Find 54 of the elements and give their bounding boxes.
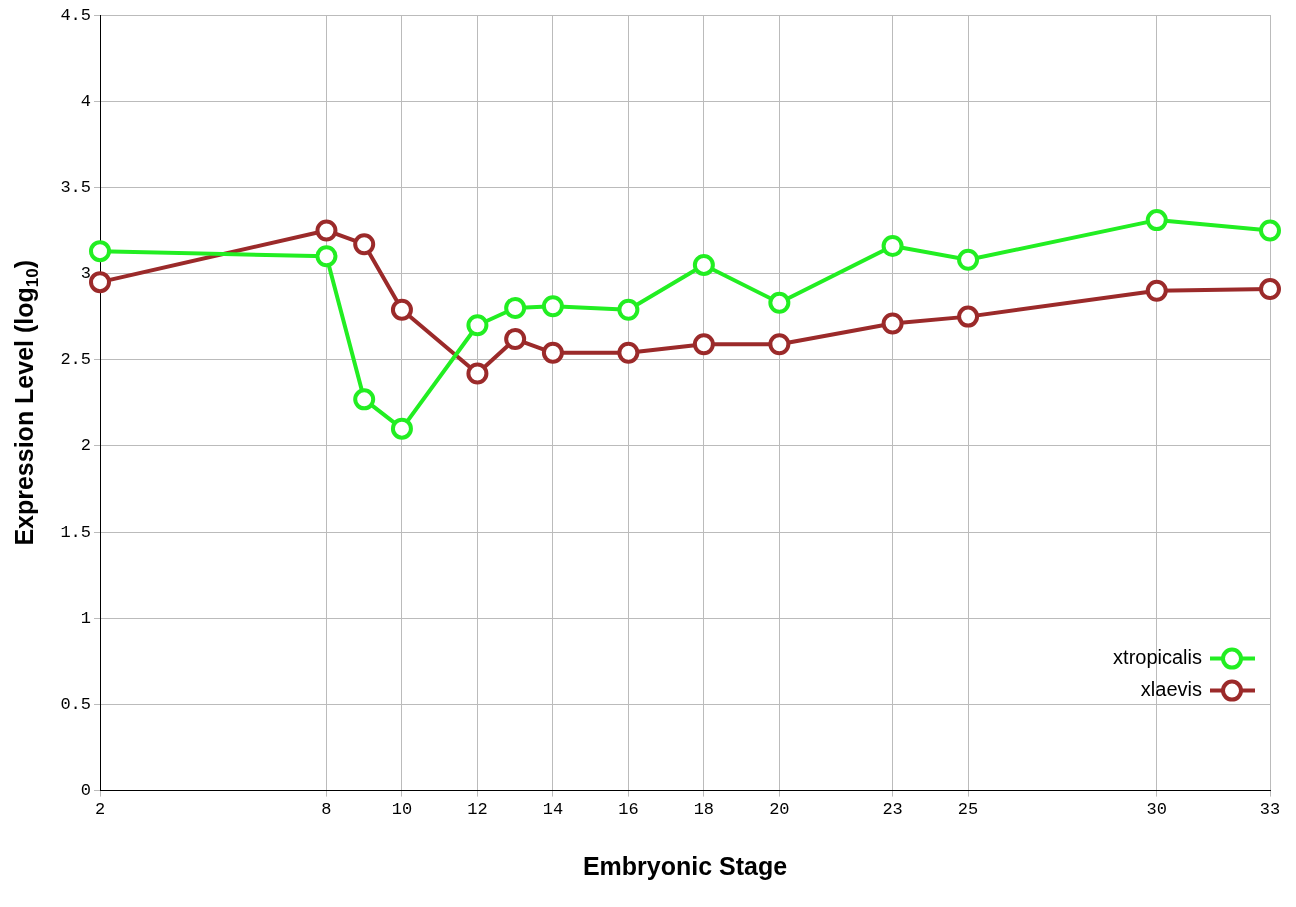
- point: [504, 297, 527, 319]
- y-tick-label: 0.5: [60, 694, 91, 714]
- point: [881, 234, 904, 257]
- point: [1145, 209, 1168, 232]
- x-tick-label: 8: [321, 800, 332, 820]
- point: [504, 328, 527, 351]
- point: [315, 245, 338, 268]
- point: [89, 271, 111, 294]
- x-tick-label: 16: [618, 800, 639, 820]
- point: [466, 362, 489, 385]
- point: [768, 333, 791, 356]
- y-tick-label: 4: [80, 91, 91, 111]
- x-tick-label: 25: [957, 800, 979, 820]
- point: [89, 240, 111, 263]
- point: [315, 219, 338, 242]
- point: [541, 295, 564, 318]
- y-tick-label: 3: [80, 264, 91, 284]
- y-tick-label: 4.5: [60, 5, 91, 25]
- legend-label: xlaevis: [1140, 678, 1202, 701]
- x-tick-label: 2: [94, 800, 106, 820]
- point: [692, 333, 715, 356]
- point: [617, 341, 640, 364]
- x-tick-label: 12: [467, 800, 488, 820]
- x-tick-label: 23: [882, 800, 903, 820]
- point: [390, 417, 413, 440]
- point: [466, 314, 489, 337]
- x-axis-title: Embryonic Stage: [582, 851, 788, 880]
- legend-label: xtropicalis: [1113, 646, 1202, 669]
- point: [1259, 219, 1281, 242]
- point: [353, 388, 376, 411]
- point: [768, 291, 791, 314]
- x-tick-label: 33: [1259, 800, 1281, 820]
- y-tick-label: 3.5: [60, 177, 91, 197]
- y-tick-label: 1: [80, 608, 91, 628]
- point: [1259, 278, 1281, 301]
- point: [1145, 279, 1168, 302]
- x-tick-label: 14: [542, 800, 564, 820]
- point: [957, 305, 980, 328]
- y-tick-label: 1.5: [60, 522, 91, 542]
- y-tick-label: 2: [80, 436, 91, 456]
- x-tick-label: 30: [1146, 800, 1167, 820]
- x-tick-label: 20: [769, 800, 790, 820]
- x-tick-label: 18: [693, 800, 715, 820]
- y-tick-label: 0: [80, 781, 91, 801]
- point: [390, 298, 413, 321]
- point: [353, 233, 376, 256]
- y-tick-label: 2.5: [60, 350, 91, 370]
- point: [692, 253, 715, 276]
- point: [541, 341, 564, 364]
- y-axis-title: Expression Level (log10): [9, 259, 42, 546]
- point: [617, 298, 640, 321]
- point: [881, 312, 904, 335]
- point: [957, 248, 980, 271]
- x-tick-label: 10: [391, 800, 413, 820]
